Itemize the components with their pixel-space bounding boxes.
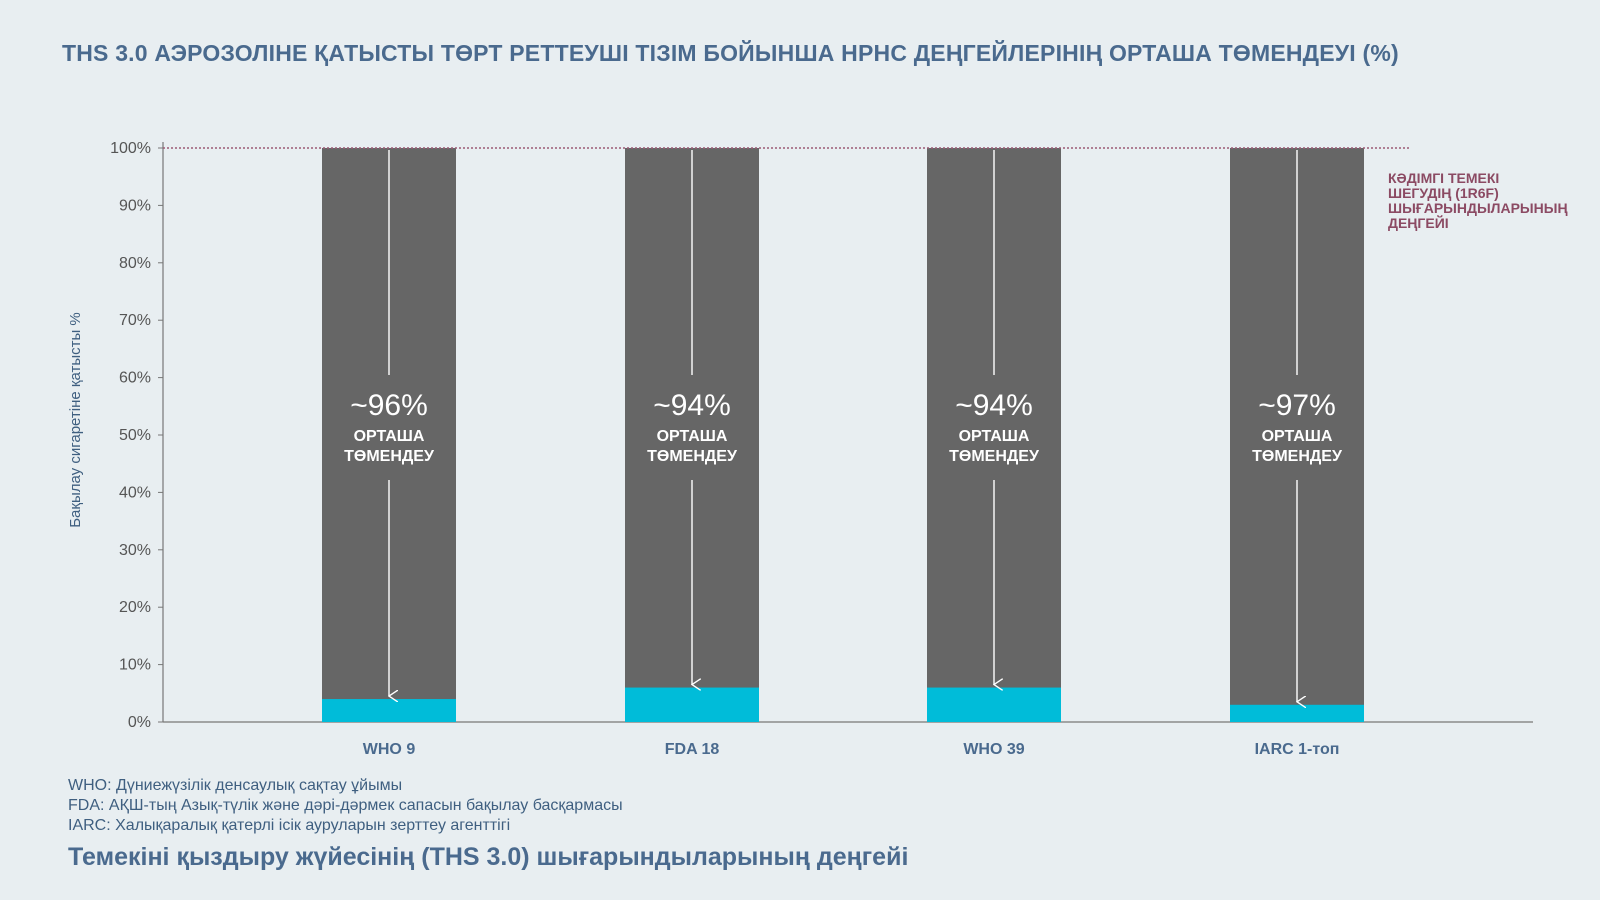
y-tick-label: 90% [119,197,151,214]
chart-title: THS 3.0 АЭРОЗОЛІНЕ ҚАТЫСТЫ ТӨРТ РЕТТЕУШІ… [62,40,1399,66]
reduction-label-line2: ТӨМЕНДЕУ [949,448,1040,465]
reduction-value: ~94% [955,389,1033,422]
reduction-value: ~94% [653,389,731,422]
y-tick-label: 0% [128,714,151,731]
y-tick-label: 70% [119,312,151,329]
y-axis-label: Бақылау сигаретіне қатысты % [67,312,84,528]
y-tick-label: 100% [110,140,151,157]
chart-subtitle: Темекіні қыздыру жүйесінің (THS 3.0) шығ… [68,843,909,871]
reference-line-label: ШЕГУДІҢ (1R6F) [1388,185,1499,201]
reduction-label-line2: ТӨМЕНДЕУ [647,448,738,465]
reference-line-label: КӘДІМГІ ТЕМЕКІ [1388,170,1499,186]
x-category-label: IARC 1-топ [1255,741,1340,758]
footnotes: WHO: Дүниежүзілік денсаулық сақтау ұйымы… [68,776,623,836]
x-category-label: WHO 9 [363,741,416,758]
y-tick-label: 20% [119,599,151,616]
reduction-label-line1: ОРТАША [657,428,728,445]
y-tick-label: 60% [119,370,151,387]
reference-line-label: ШЫҒАРЫНДЫЛАРЫНЫҢ [1388,200,1568,216]
y-tick-label: 40% [119,484,151,501]
reduction-label-line1: ОРТАША [354,428,425,445]
bar-ths [1230,704,1364,722]
footnote-fda: FDA: АҚШ-тың Азық-түлік және дәрі-дәрмек… [68,797,623,814]
y-tick-label: 30% [119,542,151,559]
x-category-label: WHO 39 [963,741,1024,758]
footnote-iarc: IARC: Халықаралық қатерлі ісік ауруларын… [68,817,511,834]
bar-ths [625,687,759,722]
reduction-label-line1: ОРТАША [1262,428,1333,445]
y-tick-label: 80% [119,255,151,272]
y-tick-label: 50% [119,427,151,444]
bar-ths [927,687,1061,722]
reduction-value: ~97% [1258,389,1336,422]
bar-ths [322,699,456,722]
reduction-label-line1: ОРТАША [959,428,1030,445]
reference-line-label: ДЕҢГЕЙІ [1388,214,1449,231]
y-tick-label: 10% [119,657,151,674]
footnote-who: WHO: Дүниежүзілік денсаулық сақтау ұйымы [68,777,403,794]
reduction-label-line2: ТӨМЕНДЕУ [1252,448,1343,465]
reduction-value: ~96% [350,389,428,422]
reduction-label-line2: ТӨМЕНДЕУ [344,448,435,465]
x-category-label: FDA 18 [665,741,720,758]
